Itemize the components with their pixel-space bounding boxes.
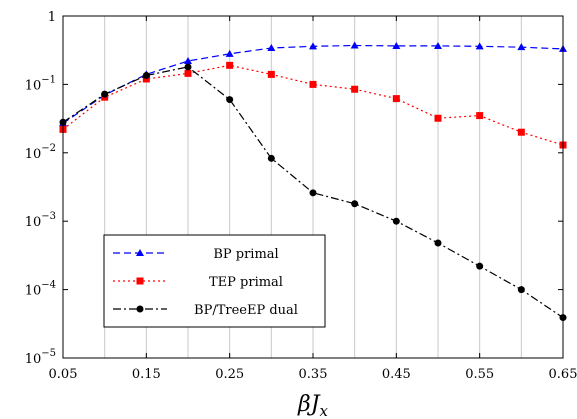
data-point (517, 43, 526, 51)
data-point (476, 112, 484, 120)
data-point (184, 56, 192, 64)
data-point (434, 239, 442, 247)
x-tick-label: 0.35 (299, 367, 328, 382)
legend-marker (136, 249, 144, 256)
data-point (101, 90, 109, 98)
data-point (392, 41, 401, 49)
data-point (351, 200, 359, 208)
x-tick-label: 0.15 (132, 367, 161, 382)
series-2 (59, 63, 567, 322)
legend: BP primal TEP primal BP/TreeEP dual (103, 234, 326, 328)
y-tick-label: 10−3 (25, 211, 56, 230)
data-point (434, 41, 442, 49)
data-point (350, 41, 359, 49)
data-point (475, 42, 484, 50)
data-point (476, 262, 484, 270)
data-point (351, 85, 359, 93)
data-point (517, 286, 525, 294)
data-point (226, 96, 234, 104)
legend-label: BP primal (213, 247, 278, 262)
x-axis-title: βJx (297, 392, 329, 419)
data-point (226, 61, 234, 69)
data-point (184, 63, 192, 71)
legend-label: TEP primal (209, 275, 283, 290)
series-layer (59, 41, 567, 322)
data-point (309, 80, 317, 88)
x-tick-label: 0.65 (549, 367, 577, 382)
data-point (184, 69, 192, 77)
data-point (309, 42, 317, 50)
data-point (267, 154, 275, 162)
data-point (434, 114, 442, 122)
data-point (267, 70, 275, 78)
x-tick-label: 0.55 (465, 367, 494, 382)
legend-label: BP/TreeEP dual (194, 303, 298, 318)
data-point (309, 189, 317, 197)
data-point (392, 217, 400, 225)
data-point (225, 49, 234, 57)
x-tick-label: 0.05 (49, 367, 78, 382)
data-point (267, 44, 276, 52)
y-tick-label: 1 (48, 10, 56, 25)
y-tick-label: 10−1 (25, 74, 56, 93)
y-tick-label: 10−2 (25, 143, 56, 162)
x-tick-label: 0.25 (215, 367, 244, 382)
legend-marker (136, 277, 144, 285)
y-tick-label: 10−4 (25, 280, 56, 299)
data-point (392, 95, 400, 103)
legend-marker (136, 305, 144, 313)
data-point (142, 71, 150, 79)
data-point (517, 128, 525, 136)
x-tick-label: 0.45 (382, 367, 411, 382)
y-tick-label: 10−5 (25, 348, 56, 367)
